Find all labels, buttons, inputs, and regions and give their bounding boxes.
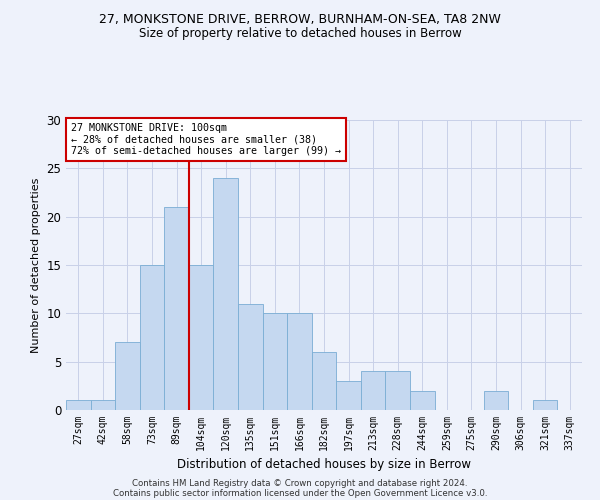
Text: Size of property relative to detached houses in Berrow: Size of property relative to detached ho… bbox=[139, 28, 461, 40]
X-axis label: Distribution of detached houses by size in Berrow: Distribution of detached houses by size … bbox=[177, 458, 471, 471]
Bar bbox=[66, 400, 91, 410]
Bar bbox=[287, 314, 312, 410]
Text: Contains public sector information licensed under the Open Government Licence v3: Contains public sector information licen… bbox=[113, 488, 487, 498]
Bar bbox=[91, 400, 115, 410]
Bar bbox=[238, 304, 263, 410]
Bar bbox=[115, 342, 140, 410]
Text: Contains HM Land Registry data © Crown copyright and database right 2024.: Contains HM Land Registry data © Crown c… bbox=[132, 478, 468, 488]
Y-axis label: Number of detached properties: Number of detached properties bbox=[31, 178, 41, 352]
Text: 27 MONKSTONE DRIVE: 100sqm
← 28% of detached houses are smaller (38)
72% of semi: 27 MONKSTONE DRIVE: 100sqm ← 28% of deta… bbox=[71, 123, 341, 156]
Bar bbox=[385, 372, 410, 410]
Bar bbox=[312, 352, 336, 410]
Bar bbox=[533, 400, 557, 410]
Bar bbox=[263, 314, 287, 410]
Bar bbox=[214, 178, 238, 410]
Bar bbox=[410, 390, 434, 410]
Bar bbox=[164, 207, 189, 410]
Bar bbox=[336, 381, 361, 410]
Bar bbox=[361, 372, 385, 410]
Bar bbox=[484, 390, 508, 410]
Bar bbox=[140, 265, 164, 410]
Bar bbox=[189, 265, 214, 410]
Text: 27, MONKSTONE DRIVE, BERROW, BURNHAM-ON-SEA, TA8 2NW: 27, MONKSTONE DRIVE, BERROW, BURNHAM-ON-… bbox=[99, 12, 501, 26]
